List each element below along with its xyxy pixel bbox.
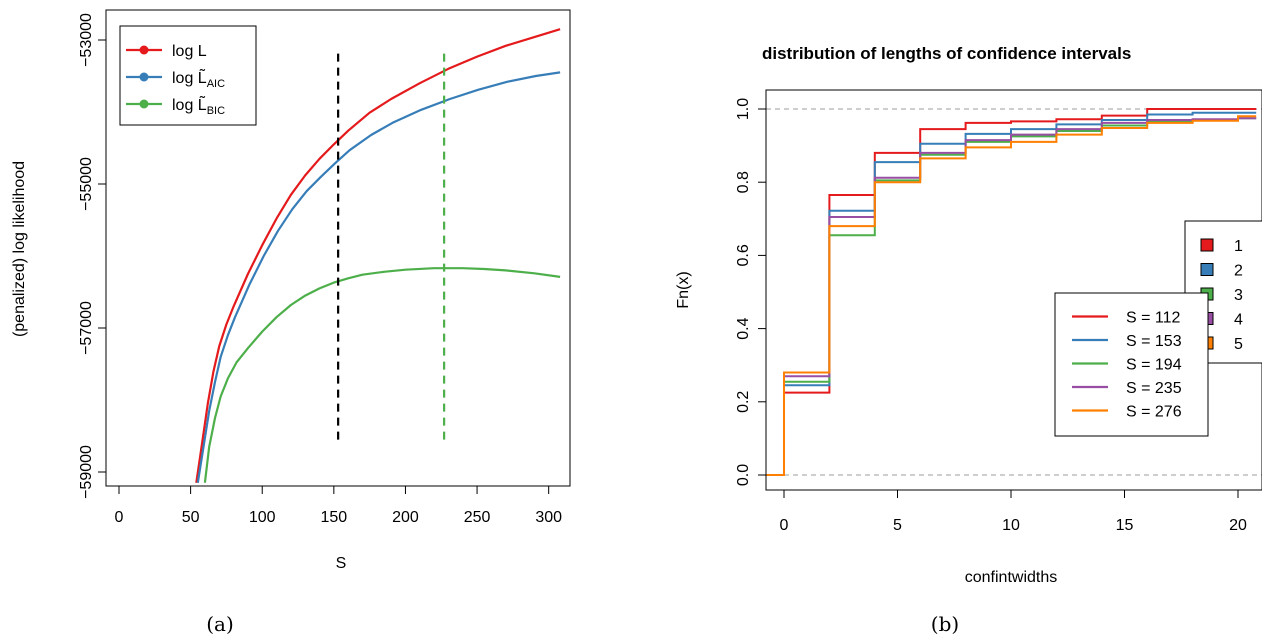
panel-b-y-tick-label: 0.2 [735,391,752,413]
panel-a-x-label: S [336,555,347,572]
panel-b-legend-outer-label: 4 [1234,312,1243,329]
panel-a-legend-marker [139,99,149,109]
panel-b-legend-inner-entries: S = 112 S = 153 S = 194 S = 235 S = 276 [1072,310,1182,421]
panel-b-x-tick-label: 0 [780,517,789,534]
panel-b-x-label: confintwidths [965,569,1058,586]
panel-a-x-axis: 0 50 100 150 200 250 300 [115,485,562,526]
panel-b-chart: distribution of lengths of confidence in… [675,44,1262,586]
panel-b-y-tick-label: 0.6 [735,244,752,266]
panel-b-x-tick-label: 5 [893,517,902,534]
panel-a-y-tick-label: −53000 [78,13,95,67]
panel-b-y-tick-label: 0.8 [735,171,752,193]
panel-a-y-axis: −59000 −57000 −55000 −53000 [78,13,107,499]
panel-b-legend-inner: S = 112 S = 153 S = 194 S = 235 S = 276 [1054,292,1209,437]
panel-a-series-line-1 [195,28,561,483]
panel-b-legend-inner-label: S = 112 [1126,310,1181,327]
panel-b-y-tick-label: 0.4 [735,317,752,339]
panel-b-caption: (b) [931,612,959,636]
panel-a-legend: log L log L̃AIC log L̃BIC [119,25,257,126]
panel-b-legend-outer-label: 1 [1234,238,1243,255]
panel-a-x-tick-label: 0 [115,509,124,526]
panel-a-legend-entries: log L log L̃AIC log L̃BIC [126,43,225,117]
panel-b-title: distribution of lengths of confidence in… [762,44,1131,63]
panel-a-reference-lines [337,52,446,440]
panel-a-series [195,28,561,483]
panel-a-series-line-3 [203,267,561,483]
panel-a-legend-marker [139,45,149,55]
panel-b-legend-inner-label: S = 235 [1126,380,1182,397]
panel-b-series [766,108,1257,476]
panel-b-legend-inner-label: S = 153 [1126,333,1182,350]
panel-b-y-tick-label: 0.0 [735,464,752,486]
panel-b-x-tick-label: 10 [1002,517,1020,534]
panel-b-y-tick-label: 1.0 [735,98,752,120]
panel-a-legend-label: log L̃AIC [172,67,225,90]
panel-b-legend-outer-swatch [1200,238,1214,252]
panel-a-y-label: (penalized) log likelihood [11,161,28,337]
panel-a-x-tick-label: 50 [182,509,200,526]
panel-a-x-tick-label: 200 [392,509,419,526]
panel-a-legend-box [119,25,257,126]
panel-b-legend-inner-label: S = 276 [1126,404,1182,421]
panel-a-y-tick-label: −55000 [78,157,95,211]
panel-a-x-tick-label: 300 [535,509,562,526]
panel-a-caption: (a) [206,612,234,636]
panel-b-dashed-reference-lines [766,108,1262,476]
panel-a-chart: 0 50 100 150 200 250 300 −59000 −57000 −55000 −53… [11,9,571,572]
panel-a-x-tick-label: 100 [249,509,276,526]
panel-b-y-axis: 0.0 0.2 0.4 0.6 0.8 1.0 [735,98,767,486]
panel-b-x-axis: 0 5 10 15 20 [780,489,1247,534]
panel-a-series-line-2 [196,71,561,483]
panel-b-x-tick-label: 15 [1116,517,1134,534]
panel-b-x-tick-label: 20 [1229,517,1247,534]
panel-b-step-line-5 [766,115,1257,476]
panel-a-y-tick-label: −57000 [78,301,95,355]
panel-b-legend-outer-label: 2 [1234,263,1243,280]
panel-a-legend-marker [139,72,149,82]
panel-b-legend-outer-swatch [1200,263,1214,276]
panel-b-legend-outer-label: 5 [1234,336,1243,353]
panel-a-x-tick-label: 250 [464,509,491,526]
panel-a-legend-label: log L [172,43,207,60]
panel-b-legend-outer-label: 3 [1234,287,1243,304]
panel-a-x-tick-label: 150 [320,509,347,526]
panel-b-legend-inner-label: S = 194 [1126,357,1182,374]
panel-a-y-tick-label: −59000 [78,445,95,499]
panel-a-legend-label: log L̃BIC [172,94,225,117]
panel-b-y-label: Fn(x) [675,271,692,308]
